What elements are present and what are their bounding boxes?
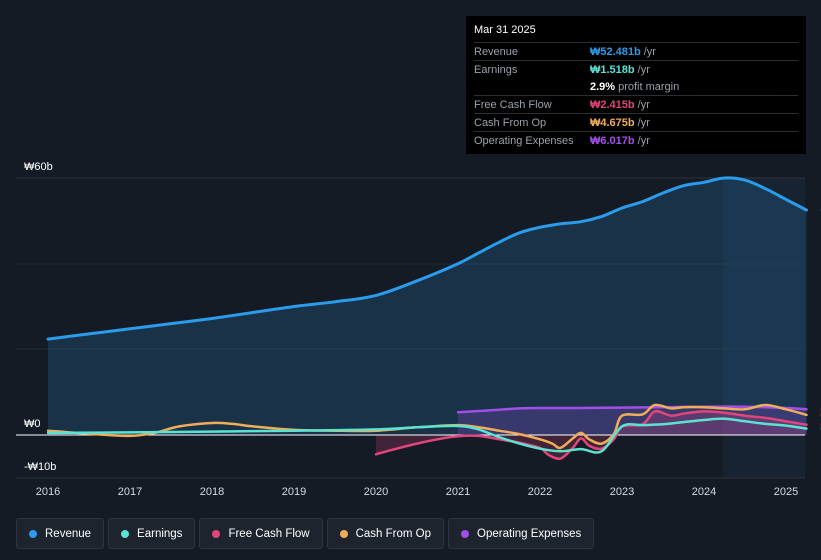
tooltip-value: 2.9% [590, 80, 616, 93]
area-operating-expenses [458, 406, 807, 435]
series-line-cash-from-op [46, 403, 808, 450]
tooltip-value: ₩6.017b [590, 134, 635, 147]
x-tick-label-2021: 2021 [446, 486, 470, 498]
x-tick-label-2017: 2017 [118, 486, 142, 498]
legend-dot-icon [121, 529, 130, 538]
tooltip-value: ₩2.415b [590, 98, 635, 111]
legend-dot-icon [212, 529, 221, 538]
x-tick-label-2023: 2023 [610, 486, 634, 498]
tooltip-unit: /yr [637, 98, 650, 111]
legend-label: Operating Expenses [477, 527, 582, 540]
x-tick-label-2024: 2024 [692, 486, 716, 498]
y-tick-label-zero: ₩0 [24, 418, 41, 430]
y-tick-label-top: ₩60b [24, 161, 53, 173]
tooltip-row-profit-margin: 2.9% profit margin [474, 78, 798, 95]
legend-dot-icon [339, 529, 348, 538]
forecast-shade [723, 178, 805, 478]
tooltip-date: Mar 31 2025 [474, 24, 536, 36]
legend: Revenue Earnings Free Cash Flow Cash Fro… [16, 518, 595, 549]
tooltip-unit: /yr [637, 63, 650, 76]
legend-label: Revenue [45, 527, 92, 540]
x-tick-label-2016: 2016 [36, 486, 60, 498]
legend-item-free-cash-flow[interactable]: Free Cash Flow [199, 518, 323, 549]
tooltip-panel: Mar 31 2025 Revenue ₩52.481b /yr Earning… [466, 16, 806, 154]
area-free-cash-flow [376, 411, 807, 459]
legend-item-earnings[interactable]: Earnings [108, 518, 196, 549]
series-line-earnings [46, 417, 808, 454]
tooltip-unit: /yr [637, 134, 650, 147]
legend-label: Earnings [137, 527, 183, 540]
tooltip-label: Free Cash Flow [474, 98, 552, 111]
tooltip-label: Operating Expenses [474, 134, 574, 147]
tooltip-row-free-cash-flow: Free Cash Flow ₩2.415b /yr [474, 95, 798, 113]
x-tick-label-2020: 2020 [364, 486, 388, 498]
tooltip-label: Earnings [474, 63, 518, 76]
legend-dot-icon [461, 529, 470, 538]
tooltip-row-cash-from-op: Cash From Op ₩4.675b /yr [474, 113, 798, 131]
x-tick-label-2022: 2022 [528, 486, 552, 498]
legend-item-cash-from-op[interactable]: Cash From Op [326, 518, 445, 549]
legend-label: Cash From Op [355, 527, 432, 540]
series-line-free-cash-flow [374, 409, 808, 461]
x-tick-label-2018: 2018 [200, 486, 224, 498]
area-revenue [48, 177, 807, 436]
x-tick-label-2025: 2025 [774, 486, 798, 498]
tooltip-unit: /yr [643, 45, 656, 58]
tooltip-label: Revenue [474, 45, 519, 58]
x-tick-label-2019: 2019 [282, 486, 306, 498]
series-line-operating-expenses [456, 405, 808, 414]
tooltip-row-earnings: Earnings ₩1.518b /yr [474, 60, 798, 78]
tooltip-row-revenue: Revenue ₩52.481b /yr [474, 42, 798, 60]
legend-item-revenue[interactable]: Revenue [16, 518, 105, 549]
legend-label: Free Cash Flow [228, 527, 310, 540]
y-tick-label-bottom: -₩10b [24, 461, 56, 473]
tooltip-value: ₩52.481b [590, 45, 641, 58]
tooltip-label: Cash From Op [474, 116, 547, 129]
tooltip-unit: profit margin [618, 80, 680, 93]
series-line-revenue [46, 176, 808, 341]
tooltip-value: ₩1.518b [590, 63, 635, 76]
legend-dot-icon [29, 529, 37, 538]
legend-item-operating-expenses[interactable]: Operating Expenses [448, 518, 595, 549]
tooltip-unit: /yr [637, 116, 650, 129]
tooltip-row-operating-expenses: Operating Expenses ₩6.017b /yr [474, 131, 798, 149]
tooltip-value: ₩4.675b [590, 116, 635, 129]
